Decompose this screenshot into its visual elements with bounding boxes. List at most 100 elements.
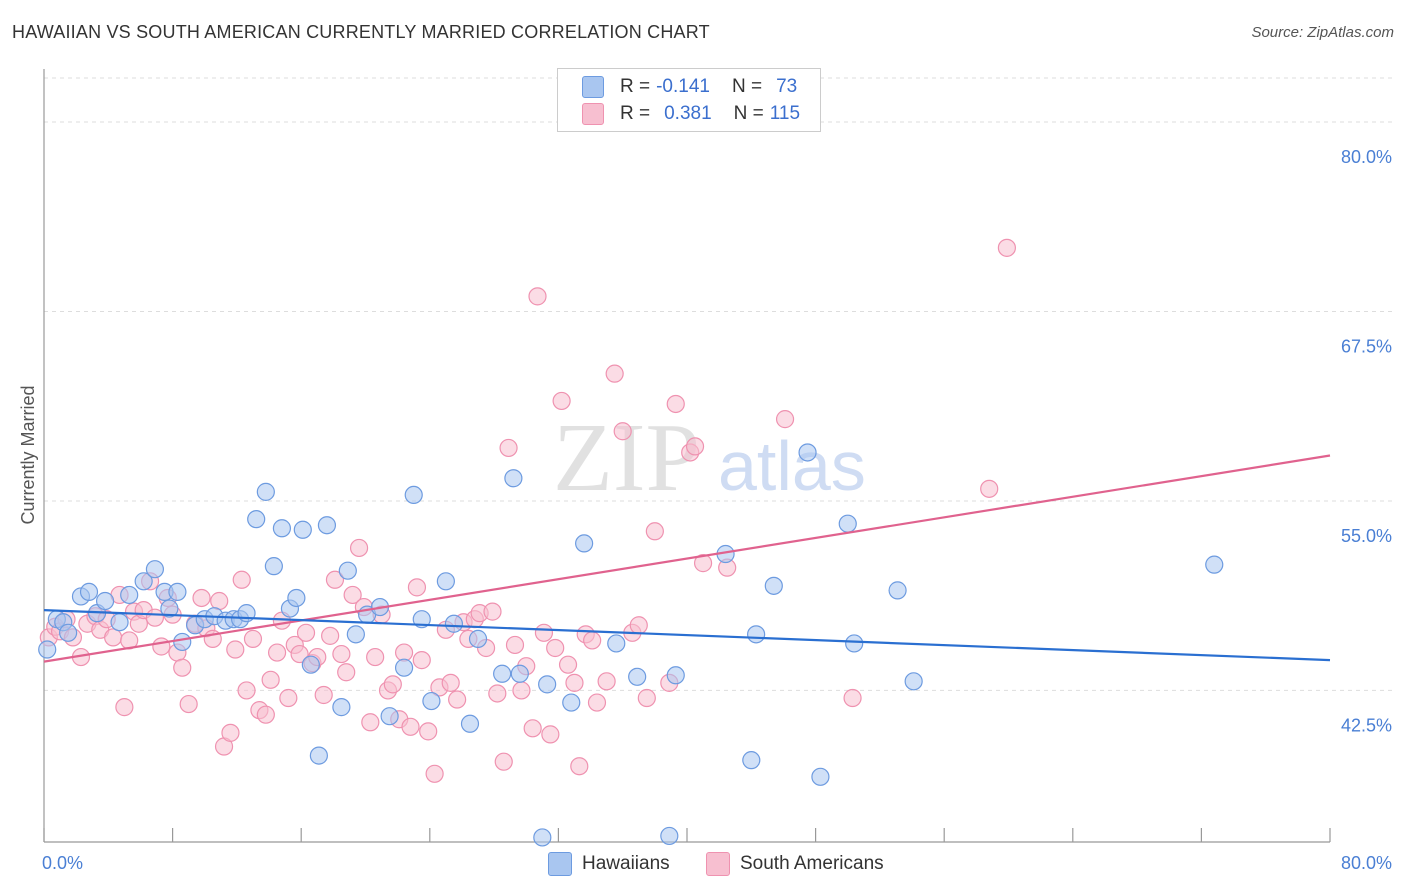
south-american-point — [552, 391, 571, 411]
south-american-point — [645, 522, 664, 541]
hawaiian-point — [173, 632, 192, 652]
legend-row-hawaiians: R = -0.141 N = 73 — [582, 74, 797, 100]
y-tick-label: 55.0% — [1341, 526, 1392, 546]
hawaiian-point — [660, 826, 679, 846]
hawaiian-point — [160, 599, 179, 618]
chart-title: HAWAIIAN VS SOUTH AMERICAN CURRENTLY MAR… — [12, 22, 710, 42]
south-american-point — [597, 672, 616, 691]
hawaiian-point — [510, 664, 529, 683]
hawaiian-point — [338, 561, 357, 580]
south-american-point — [565, 673, 584, 692]
legend-swatch-pink — [582, 103, 604, 125]
south-american-point — [605, 364, 624, 383]
south-american-point — [152, 637, 171, 656]
south-american-point — [243, 629, 263, 648]
south-american-point — [343, 585, 362, 605]
chart-source: Source: ZipAtlas.com — [1251, 24, 1394, 41]
y-axis-label: Currently Married — [18, 385, 38, 524]
south-american-point — [613, 422, 632, 441]
hawaiian-point — [436, 572, 455, 591]
hawaiian-point — [533, 828, 552, 847]
south-american-point — [401, 717, 420, 736]
legend-r-label: R = — [620, 76, 651, 97]
south-american-point — [332, 644, 351, 664]
south-american-point — [558, 655, 578, 674]
south-american-point — [314, 685, 333, 705]
south-american-point — [349, 538, 369, 558]
hawaiian-point — [562, 693, 581, 712]
y-tick-labels: 42.5% 55.0% 67.5% 80.0% — [1341, 147, 1392, 735]
south-american-point — [980, 479, 999, 498]
hawaiian-point — [380, 707, 399, 726]
hawaiian-point — [493, 664, 512, 683]
south-american-point — [512, 681, 531, 700]
hawaiian-point — [394, 658, 414, 677]
x-tick-label-min: 0.0% — [42, 853, 83, 873]
hawaiian-point — [332, 698, 351, 717]
hawaiian-point — [742, 751, 761, 770]
hawaiian-point — [798, 443, 817, 462]
south-american-point — [115, 698, 134, 717]
south-american-point — [104, 628, 123, 647]
hawaiian-point — [59, 623, 78, 642]
south-american-point — [494, 752, 513, 771]
legend-n-value: 73 — [776, 76, 798, 97]
bottom-legend-hawaiians: Hawaiians — [548, 852, 670, 876]
gridlines — [44, 77, 1392, 691]
south-american-point — [361, 713, 380, 732]
south-american-point — [570, 757, 589, 776]
x-tick-marks — [43, 828, 1331, 842]
hawaiian-point — [538, 675, 557, 694]
south-american-point — [523, 719, 542, 738]
south-american-point — [256, 705, 275, 724]
south-american-point — [448, 690, 467, 709]
south-american-point — [546, 638, 565, 658]
south-american-point — [775, 410, 795, 429]
hawaiian-point — [845, 634, 864, 653]
x-tick-label-max: 80.0% — [1341, 853, 1392, 873]
hawaiian-point — [607, 634, 626, 653]
hawaiian-point — [272, 519, 292, 538]
south-american-point — [366, 647, 385, 667]
south-americans-trend-line — [43, 454, 1331, 663]
hawaiian-point — [95, 591, 115, 611]
hawaiian-point — [666, 666, 685, 685]
hawaiian-point — [460, 714, 480, 733]
hawaiian-point — [468, 629, 488, 648]
legend-n-value: 115 — [769, 103, 801, 124]
hawaiian-point — [904, 672, 923, 691]
hawaiian-point — [301, 655, 320, 674]
south-american-point — [407, 578, 427, 597]
hawaiian-point — [628, 667, 647, 686]
hawaiian-point — [256, 482, 275, 501]
south-american-point — [192, 588, 211, 608]
hawaiian-point — [293, 520, 312, 539]
hawaiian-point — [422, 691, 441, 711]
south-american-point — [997, 238, 1016, 257]
y-tick-label: 42.5% — [1341, 715, 1392, 735]
south-american-point — [321, 626, 340, 645]
south-american-point — [843, 688, 862, 708]
hawaiian-point — [264, 557, 283, 576]
south-american-point — [528, 287, 547, 306]
south-american-point — [261, 670, 280, 689]
hawaiian-point — [168, 582, 187, 602]
south-american-point — [637, 688, 656, 708]
bottom-legend-swatch-blue — [548, 852, 572, 876]
south-american-point — [441, 673, 460, 692]
south-american-point — [534, 623, 554, 642]
south-american-point — [629, 616, 648, 635]
south-american-point — [425, 764, 444, 783]
south-american-point — [296, 623, 316, 642]
hawaiian-point — [145, 560, 165, 579]
south-american-point — [505, 635, 525, 655]
hawaiian-point — [444, 614, 464, 633]
correlation-legend: R = -0.141 N = 73 R = 0.381 N = 115 — [557, 68, 821, 132]
south-american-point — [290, 644, 309, 664]
hawaiian-point — [575, 534, 594, 553]
south-american-point — [383, 675, 402, 694]
hawaiian-point — [317, 516, 337, 535]
y-tick-label: 80.0% — [1341, 147, 1392, 167]
south-american-point — [583, 631, 602, 650]
hawaiian-point — [764, 576, 783, 595]
